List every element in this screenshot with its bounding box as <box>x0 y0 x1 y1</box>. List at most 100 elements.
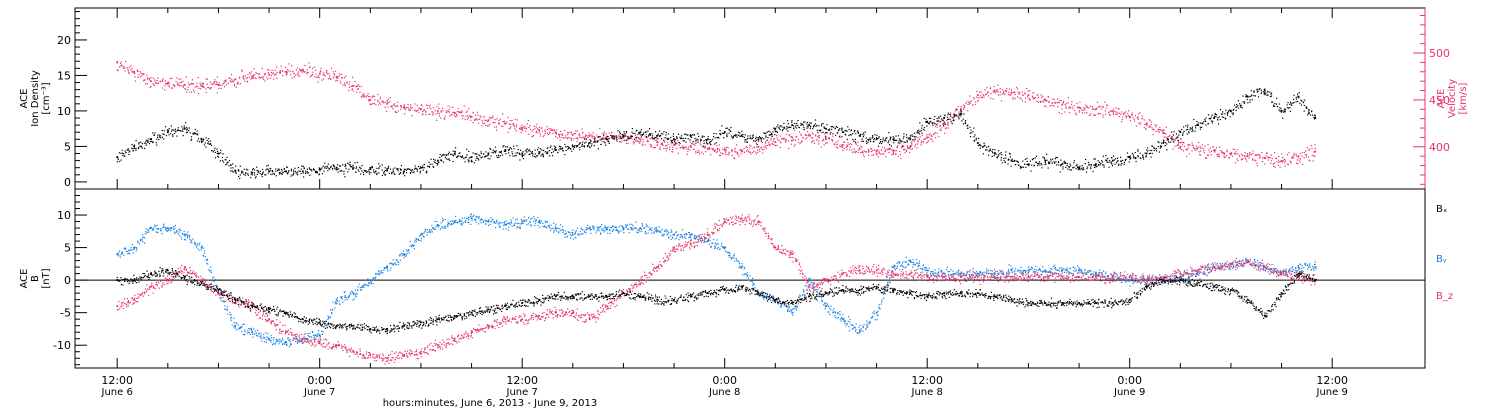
by-series-dot <box>326 325 328 327</box>
velocity-series-dot <box>654 146 656 149</box>
velocity-series-dot <box>748 147 751 149</box>
by-series-dot <box>266 336 268 338</box>
density-series-dot <box>780 125 782 127</box>
by-series-dot <box>265 339 267 341</box>
velocity-series-dot <box>148 79 150 81</box>
density-series-dot <box>723 137 725 139</box>
density-series-dot <box>1235 109 1237 111</box>
velocity-series-dot <box>220 87 222 90</box>
velocity-series-dot <box>1300 158 1302 160</box>
velocity-series-dot <box>1019 92 1021 94</box>
velocity-series-dot <box>1293 157 1295 159</box>
velocity-series-dot <box>1079 101 1081 103</box>
by-series-dot <box>150 226 152 228</box>
density-series-dot <box>583 146 586 148</box>
density-series-dot <box>684 137 687 140</box>
by-series-dot <box>454 221 456 224</box>
velocity-series-dot <box>477 114 479 116</box>
by-series-dot <box>214 285 217 287</box>
velocity-series-dot <box>737 153 739 156</box>
by-series-dot <box>415 240 417 242</box>
velocity-series-dot <box>429 106 431 108</box>
by-series-dot <box>438 225 440 227</box>
density-series-dot <box>397 168 399 171</box>
density-series-dot <box>808 124 810 126</box>
velocity-series-dot <box>884 149 887 151</box>
density-series-dot <box>231 170 233 172</box>
density-tick-label: 10 <box>57 105 71 118</box>
density-series-dot <box>270 173 272 176</box>
velocity-series-dot <box>250 73 252 75</box>
velocity-series-dot <box>263 74 266 76</box>
by-series-dot <box>152 228 155 230</box>
density-series-dot <box>145 144 147 146</box>
velocity-series-dot <box>831 139 833 141</box>
density-series-dot <box>430 158 432 160</box>
density-series-dot <box>1217 123 1220 125</box>
velocity-series-dot <box>779 141 782 143</box>
by-series-dot <box>505 220 507 222</box>
density-series-dot <box>299 170 301 172</box>
velocity-series-dot <box>1286 154 1288 156</box>
density-series-dot <box>730 130 732 132</box>
density-series-dot <box>1283 108 1286 110</box>
velocity-series-dot <box>147 77 149 79</box>
density-series-dot <box>119 161 121 163</box>
density-series-dot <box>1084 162 1086 165</box>
velocity-series-dot <box>1265 155 1267 157</box>
density-series-dot <box>689 139 691 141</box>
density-series-dot <box>984 144 986 146</box>
density-series-dot <box>1117 160 1119 162</box>
velocity-series-dot <box>608 132 610 134</box>
by-series-dot <box>205 259 207 261</box>
density-series-dot <box>1229 109 1231 111</box>
density-series-dot <box>333 166 335 168</box>
density-series-dot <box>1159 145 1161 147</box>
density-series-dot <box>1011 158 1013 160</box>
velocity-series-dot <box>278 72 280 74</box>
density-series-dot <box>752 134 754 136</box>
velocity-series-dot <box>779 135 781 137</box>
velocity-series-dot <box>209 81 211 83</box>
density-series-dot <box>842 131 845 133</box>
velocity-series-dot <box>216 76 219 78</box>
density-series-dot <box>534 153 536 155</box>
velocity-series-dot <box>649 138 651 140</box>
velocity-series-dot <box>1065 103 1067 105</box>
velocity-series-dot <box>674 141 676 143</box>
by-series-dot <box>335 301 337 303</box>
density-series-dot <box>1172 134 1174 136</box>
velocity-series-dot <box>669 146 671 148</box>
velocity-series-dot <box>1209 151 1211 153</box>
density-series-dot <box>798 127 800 129</box>
density-series-dot <box>599 139 601 141</box>
density-series-dot <box>1057 161 1060 163</box>
velocity-series-dot <box>592 132 594 134</box>
velocity-series-dot <box>896 146 898 148</box>
density-series-dot <box>228 165 230 167</box>
velocity-series-dot <box>1157 130 1159 132</box>
density-series-dot <box>1293 102 1295 104</box>
density-series-dot <box>561 147 563 149</box>
density-series-dot <box>207 141 209 143</box>
by-series-dot <box>447 222 449 224</box>
velocity-series-dot <box>932 140 934 143</box>
density-series-dot <box>1169 141 1171 143</box>
by-series-dot <box>308 335 310 338</box>
density-series-dot <box>826 124 828 126</box>
by-series-dot <box>429 231 431 234</box>
by-series-dot <box>207 263 209 265</box>
density-series-dot <box>414 168 416 170</box>
velocity-series-dot <box>716 148 719 151</box>
density-series-dot <box>509 155 511 157</box>
velocity-series-dot <box>665 148 667 150</box>
density-series-dot <box>371 167 374 169</box>
velocity-series-point <box>825 138 827 141</box>
velocity-series-dot <box>457 111 459 113</box>
density-series-dot <box>555 147 557 149</box>
density-series-dot <box>1101 160 1103 162</box>
density-series-dot <box>833 126 835 128</box>
density-series-dot <box>683 140 685 142</box>
density-series-dot <box>583 145 585 147</box>
velocity-series-dot <box>189 84 191 86</box>
